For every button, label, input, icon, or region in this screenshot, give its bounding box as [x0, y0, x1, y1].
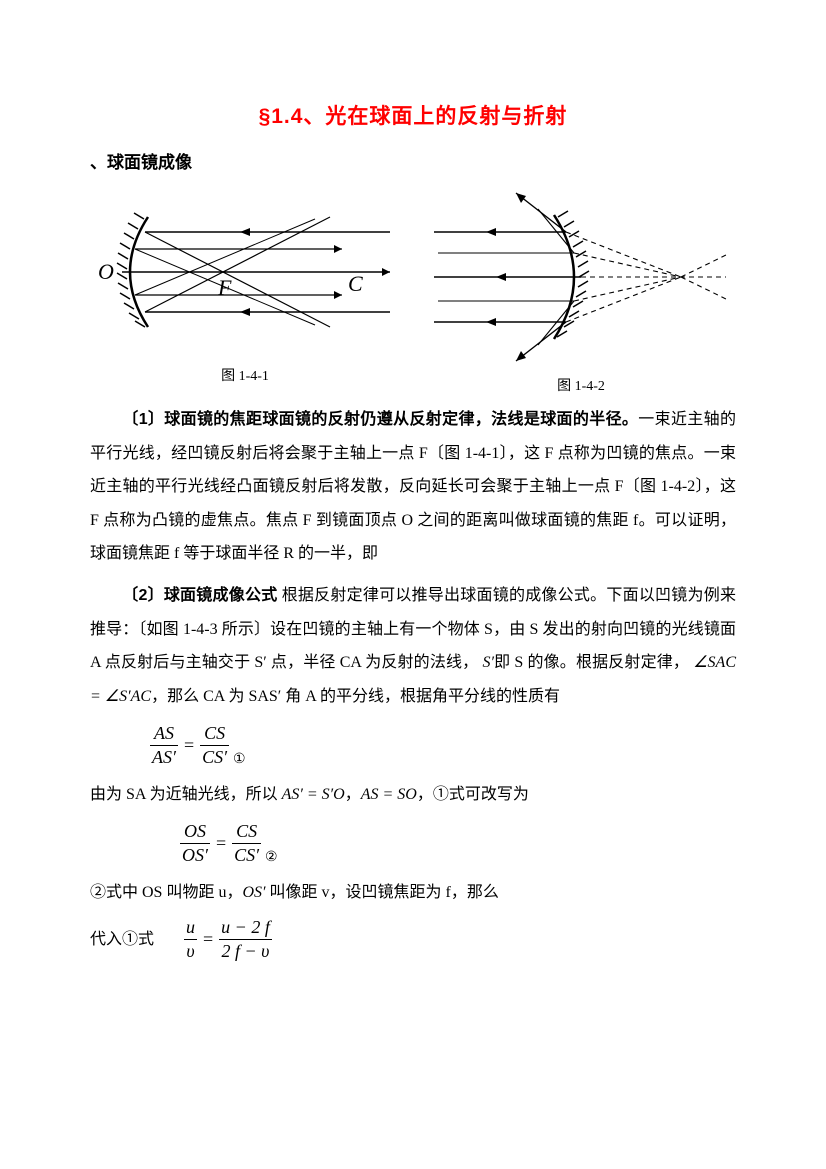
- f2-den-r: CS′: [232, 845, 261, 866]
- p3-eq1: AS′ = S′O: [282, 786, 345, 803]
- p3-a: 由为 SA 为近轴光线，所以: [90, 786, 282, 803]
- page-title: §1.4、光在球面上的反射与折射: [90, 100, 736, 130]
- figure-1-4-1: O F C 图 1-4-1: [90, 187, 400, 385]
- formula-2-tag: ②: [265, 849, 278, 866]
- svg-text:C: C: [348, 271, 363, 296]
- f1-num-r: CS: [202, 723, 227, 744]
- p3-mid: ，: [345, 786, 361, 803]
- svg-text:O: O: [98, 259, 114, 284]
- figure-caption-2: 图 1-4-2: [557, 375, 605, 395]
- figure-1-4-2: 图 1-4-2: [426, 187, 736, 395]
- equals-icon: =: [203, 921, 213, 959]
- paragraph-5: 代入①式 u υ = u − 2 f 2 f − υ: [90, 917, 736, 961]
- p4-a: ②式中 OS 叫物距 u，: [90, 884, 242, 901]
- p4-b: 叫像距 v，设凹镜焦距为 f，那么: [266, 884, 499, 901]
- formula-1-left: AS AS′: [150, 723, 178, 767]
- p3-eq2: AS = SO: [361, 786, 417, 803]
- figure-1-4-1-svg: O F C: [90, 187, 400, 357]
- formula-1-right: CS CS′: [200, 723, 229, 767]
- p1-rest: 一束近主轴的平行光线，经凹镜反射后将会聚于主轴上一点 F〔图 1-4-1〕，这 …: [90, 411, 736, 562]
- f1-den-l: AS′: [150, 747, 178, 768]
- f3-num-r: u − 2 f: [219, 917, 272, 938]
- paragraph-3: 由为 SA 为近轴光线，所以 AS′ = S′O，AS = SO，①式可改写为: [90, 778, 736, 812]
- p2-sprime: S′: [482, 654, 494, 671]
- formula-3-left: u υ: [184, 917, 197, 961]
- svg-text:F: F: [217, 275, 232, 300]
- page: §1.4、光在球面上的反射与折射 、球面镜成像: [0, 0, 826, 1169]
- figure-1-4-2-svg: [426, 187, 736, 367]
- formula-2-right: CS CS′: [232, 821, 261, 865]
- p4-osprime: OS′: [242, 884, 265, 901]
- formula-1-tag: ①: [233, 751, 246, 768]
- formula-3-right: u − 2 f 2 f − υ: [219, 917, 272, 961]
- figure-caption-1: 图 1-4-1: [221, 365, 269, 385]
- paragraph-2: 〔2〕球面镜成像公式 根据反射定律可以推导出球面镜的成像公式。下面以凹镜为例来推…: [90, 579, 736, 713]
- equals-icon: =: [184, 735, 194, 756]
- f3-num-l: u: [184, 917, 197, 938]
- f2-den-l: OS′: [180, 845, 210, 866]
- f2-num-r: CS: [234, 821, 259, 842]
- p2-lead: 〔2〕球面镜成像公式: [122, 587, 277, 604]
- f3-den-r: 2 f − υ: [220, 941, 272, 962]
- p5-label: 代入①式: [90, 923, 154, 957]
- p2-rest-b: 即 S 的像。根据反射定律，: [494, 654, 689, 671]
- equals-icon: =: [216, 833, 226, 854]
- f2-num-l: OS: [182, 821, 208, 842]
- f3-den-l: υ: [184, 941, 196, 962]
- p3-tail: ，①式可改写为: [417, 786, 529, 803]
- paragraph-1: 〔1〕球面镜的焦距球面镜的反射仍遵从反射定律，法线是球面的半径。一束近主轴的平行…: [90, 403, 736, 571]
- p2-rest-c: ，那么 CA 为 SAS′ 角 A 的平分线，根据角平分线的性质有: [151, 688, 560, 705]
- paragraph-4: ②式中 OS 叫物距 u，OS′ 叫像距 v，设凹镜焦距为 f，那么: [90, 876, 736, 910]
- figures-row: O F C 图 1-4-1: [90, 187, 736, 395]
- f1-den-r: CS′: [200, 747, 229, 768]
- section-heading: 、球面镜成像: [90, 148, 736, 173]
- formula-2: OS OS′ = CS CS′ ②: [180, 821, 736, 865]
- p1-lead: 〔1〕球面镜的焦距球面镜的反射仍遵从反射定律，法线是球面的半径。: [122, 411, 638, 428]
- f1-num-l: AS: [152, 723, 176, 744]
- formula-2-left: OS OS′: [180, 821, 210, 865]
- formula-1: AS AS′ = CS CS′ ①: [150, 723, 736, 767]
